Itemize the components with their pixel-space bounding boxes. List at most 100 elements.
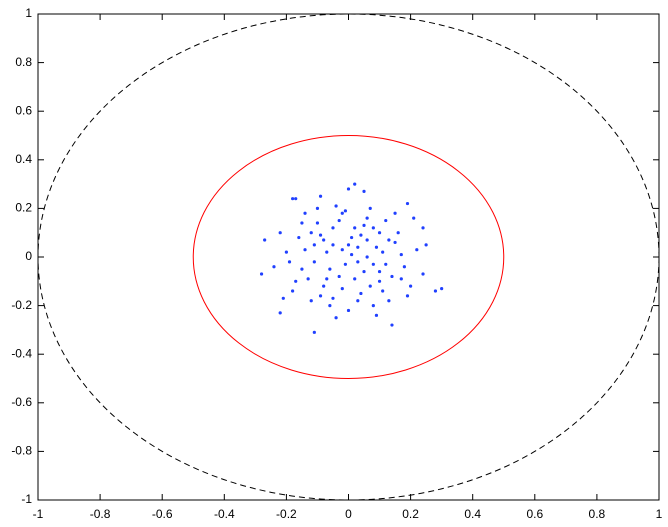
point [440,286,444,291]
y-tick-label: -0.8 [11,444,32,458]
circle [192,135,505,379]
y-tick-label: 0.8 [15,55,32,69]
point [346,243,351,247]
point [365,255,369,259]
point [353,226,357,230]
point [278,231,282,235]
point [390,274,394,279]
point [328,304,332,308]
point [312,330,316,334]
y-tick-label: 0.2 [15,201,32,215]
circle [37,13,660,501]
point [359,291,363,296]
point [433,289,438,293]
x-tick-label: -0.4 [214,507,235,521]
point [384,218,388,223]
point [343,209,347,213]
plot-frame [37,13,660,501]
point [328,267,332,271]
point [371,226,375,230]
point [315,206,320,210]
point [322,238,326,242]
x-tick-label: -0.8 [90,507,111,521]
x-tick-label: -0.6 [152,507,173,521]
point [384,262,388,266]
x-tick-label: 0.2 [402,507,419,521]
point [303,211,307,215]
point [374,245,379,249]
point [371,304,375,308]
x-tick-label: 1 [656,507,663,521]
point [272,265,276,269]
point [356,299,360,303]
point [331,296,335,300]
point [374,313,379,317]
y-tick-label: -0.4 [11,346,32,360]
point [318,194,323,198]
point [421,272,425,276]
point [331,226,335,230]
point [309,231,313,235]
x-tick-label: 0.8 [589,507,606,521]
point [312,260,316,264]
y-tick-label: -0.6 [11,395,32,409]
point [312,243,316,247]
point [306,277,310,281]
point [399,277,403,281]
x-tick-label: -0.2 [276,507,297,521]
point [412,216,416,220]
point [356,245,360,249]
x-tick-label: 0 [345,507,352,521]
point [381,289,385,293]
point [340,211,344,215]
point [300,267,304,271]
point [377,269,382,274]
point [424,243,428,247]
point [337,218,341,223]
point [415,248,419,252]
y-tick-label: 0.4 [15,152,32,166]
point [362,223,366,228]
point [350,252,354,257]
point [377,231,382,235]
y-tick-label: 0.6 [15,103,32,117]
point [393,240,397,245]
point [393,211,397,215]
point [334,316,338,320]
y-tick-label: -0.2 [11,298,32,312]
point [259,272,264,276]
point [322,284,326,288]
point [325,250,329,254]
point [368,206,372,210]
y-tick-label: -1 [21,492,32,506]
point [294,197,298,201]
point [346,308,351,313]
point [381,250,385,254]
y-tick-label: 0 [25,249,32,263]
point [365,238,369,242]
point [318,294,323,298]
y-tick-label: 1 [25,6,32,20]
point [362,269,366,274]
point [390,323,394,327]
point [340,286,344,291]
point [315,221,320,225]
point [281,296,285,300]
point [371,262,375,266]
point [405,294,410,298]
point [303,248,307,252]
point [284,250,288,254]
point [368,284,372,288]
point [343,262,347,266]
point [291,289,295,293]
point [346,187,351,191]
point [263,238,267,242]
point [337,274,341,279]
point [399,252,403,257]
point [278,311,282,315]
point [387,299,391,303]
point [340,248,344,252]
point [350,235,354,240]
point [356,260,360,264]
